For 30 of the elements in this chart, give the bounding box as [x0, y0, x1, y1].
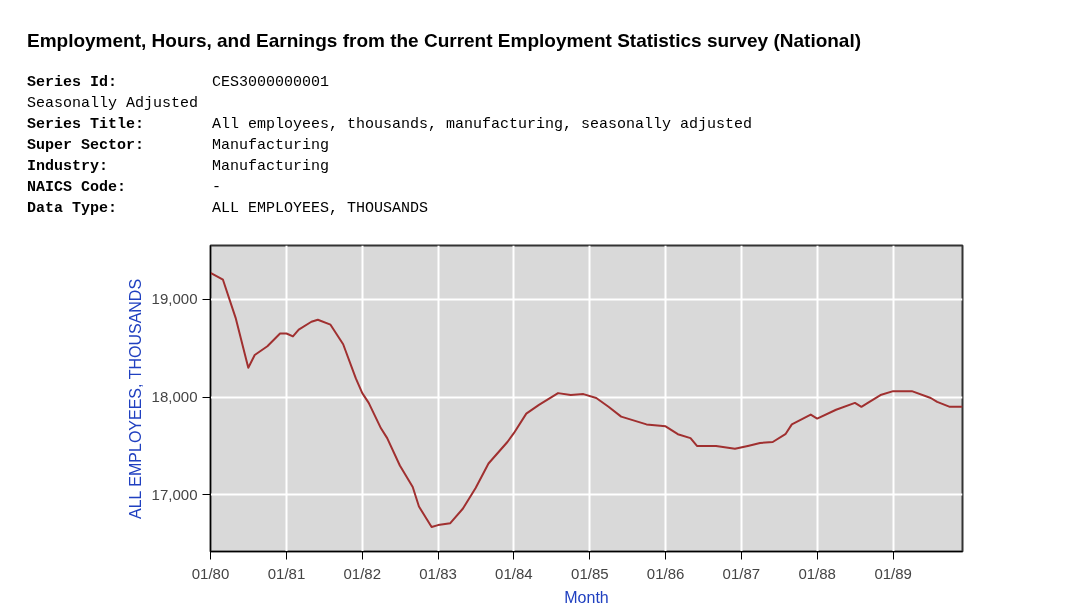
text: Manufacturing [212, 158, 330, 176]
x-tick-label: 01/89 [874, 564, 912, 582]
x-tick-label: 01/85 [571, 564, 609, 582]
x-axis-title: Month [564, 588, 609, 606]
text: Seasonally Adjusted [27, 95, 199, 113]
x-tick-label: 01/86 [646, 564, 685, 582]
x-tick-label: 01/81 [267, 564, 306, 582]
text: Series Title: [27, 115, 146, 136]
y-tick-label: 17,000 [151, 485, 198, 503]
text: Series Id: [27, 73, 118, 94]
x-tick-label: 01/88 [798, 564, 836, 582]
x-tick-label: 01/84 [495, 564, 533, 582]
text: Industry: [27, 157, 109, 178]
y-tick-label: 18,000 [151, 388, 198, 406]
x-tick-label: 01/80 [191, 564, 230, 582]
x-tick-label: 01/87 [722, 564, 761, 582]
y-tick-label: 19,000 [151, 290, 198, 308]
x-tick-label: 01/83 [419, 564, 457, 582]
text: Data Type: [27, 199, 118, 220]
chart-title: Employment, Hours, and Earnings from the Current Employment Statistics survey (National) [27, 29, 862, 53]
text: - [212, 179, 222, 197]
text: NAICS Code: [27, 178, 128, 199]
text: Manufacturing [212, 137, 330, 155]
text: Super Sector: [27, 136, 146, 157]
y-axis-title: ALL EMPLOYEES, THOUSANDS [126, 278, 144, 519]
text: All employees, thousands, manufacturing, seasonally adjusted [212, 116, 753, 134]
text: ALL EMPLOYEES, THOUSANDS [212, 200, 429, 218]
text: CES3000000001 [212, 74, 330, 92]
line-series [210, 271, 963, 529]
x-tick-label: 01/82 [343, 564, 382, 582]
